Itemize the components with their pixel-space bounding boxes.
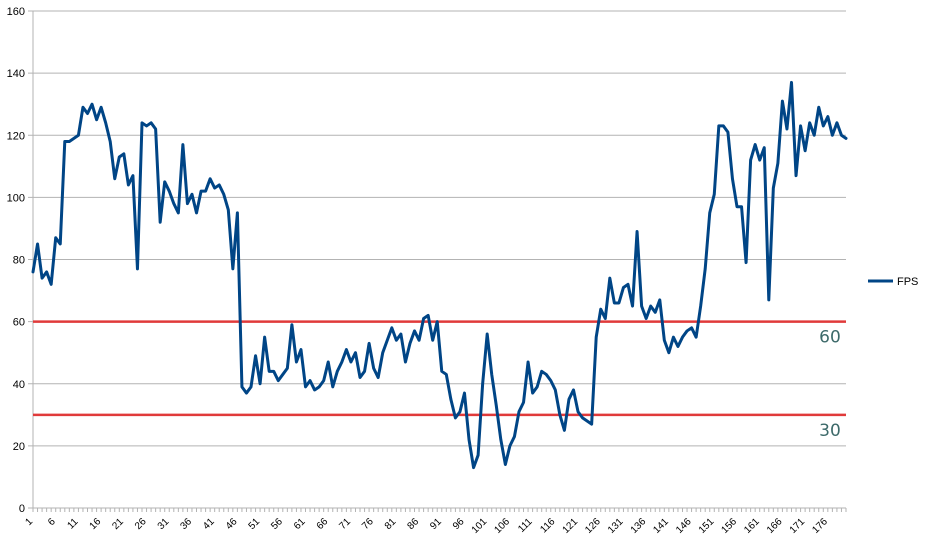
x-tick-label: 61 (292, 516, 308, 532)
x-tick-label: 46 (224, 516, 240, 532)
reference-lines: 60 30 (33, 320, 846, 441)
x-axis: 1 6 11 16 21 26 31 36 41 46 51 56 61 66 71 76 81 86 91 96 10… (23, 508, 847, 536)
x-tick-label: 146 (674, 516, 694, 536)
x-tick-label: 81 (383, 516, 399, 532)
x-tick-label: 1 (23, 516, 35, 528)
x-tick-label: 96 (451, 516, 467, 532)
x-tick-label: 21 (110, 516, 126, 532)
x-tick-label: 131 (606, 516, 626, 536)
y-tick-label: 160 (7, 6, 25, 18)
x-tick-label: 26 (133, 516, 149, 532)
x-tick-label: 76 (360, 516, 376, 532)
x-tick-label: 141 (651, 516, 671, 536)
y-tick-label: 80 (13, 255, 25, 267)
x-tick-label: 156 (720, 516, 740, 536)
x-tick-label: 91 (428, 516, 444, 532)
y-axis: 0 20 40 60 80 100 120 140 160 (7, 6, 34, 515)
x-tick-label: 111 (516, 516, 535, 535)
x-tick-label: 56 (269, 516, 285, 532)
y-tick-label: 60 (13, 317, 25, 329)
reference-label-30: 30 (819, 421, 841, 441)
x-tick-label: 51 (247, 516, 263, 532)
x-tick-label: 161 (742, 516, 762, 536)
y-tick-label: 40 (13, 379, 25, 391)
x-tick-label: 136 (629, 516, 649, 536)
x-tick-label: 171 (788, 516, 808, 536)
x-tick-label: 106 (492, 516, 512, 536)
x-tick-label: 151 (697, 516, 717, 536)
series-layer (31, 80, 848, 470)
x-tick-label: 6 (46, 516, 58, 528)
y-tick-label: 100 (7, 192, 25, 204)
series-line-fps (31, 80, 848, 470)
x-tick-label: 116 (538, 516, 557, 535)
x-tick-label: 11 (65, 516, 80, 531)
y-tick-label: 140 (7, 68, 25, 80)
x-tick-label: 176 (810, 516, 830, 536)
x-tick-label: 126 (583, 516, 603, 536)
x-tick-label: 31 (156, 516, 172, 532)
y-tick-label: 0 (19, 503, 25, 515)
gridlines (33, 10, 846, 509)
y-tick-label: 20 (13, 441, 25, 453)
x-tick-label: 36 (178, 516, 194, 532)
x-tick-label: 41 (201, 516, 217, 532)
x-tick-label: 86 (406, 516, 422, 532)
x-tick-label: 16 (88, 516, 104, 532)
x-tick-label: 66 (315, 516, 331, 532)
x-tick-label: 101 (470, 516, 490, 536)
x-tick-label: 166 (765, 516, 785, 536)
x-tick-label: 71 (337, 516, 353, 532)
reference-label-60: 60 (819, 328, 841, 348)
x-tick-label: 121 (561, 516, 581, 536)
legend-label: FPS (897, 276, 918, 288)
y-tick-label: 120 (7, 130, 25, 142)
legend: FPS (868, 276, 918, 288)
